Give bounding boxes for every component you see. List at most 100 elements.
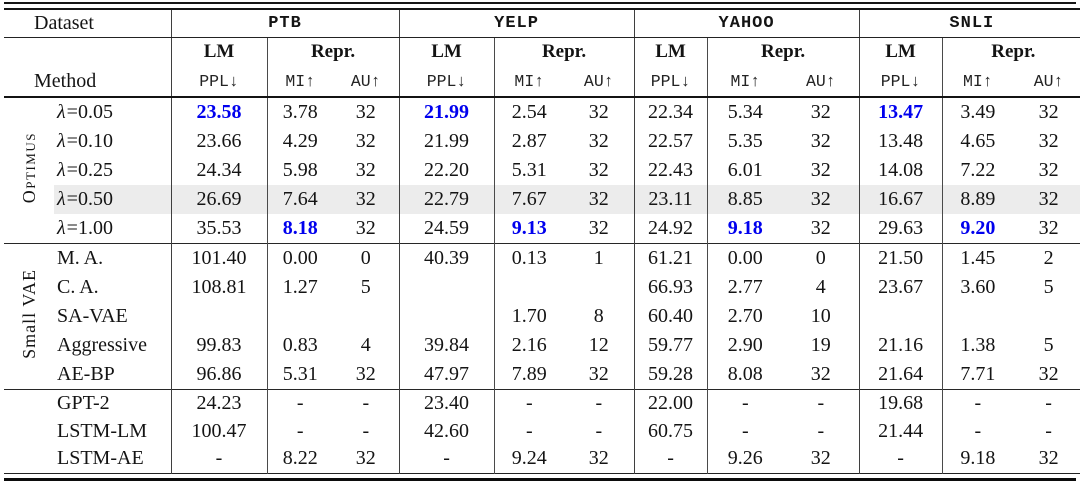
metric-cell: 0 [333,243,400,273]
metric-cell: 2.90 [706,331,784,360]
lambda-symbol: λ [57,130,66,152]
header-row-datasets: Dataset PTB YELP YAHOO SNLI [4,9,1080,38]
metric-cell: 8.85 [706,185,784,214]
dataset-name-yelp: YELP [398,9,635,38]
au-metric-header: AU↑ [333,66,400,98]
metric-cell: 23.66 [170,127,268,156]
metric-cell: 5 [360,276,371,298]
metric-cell: 19.68 [858,389,943,418]
metric-cell: 32 [1013,185,1080,214]
metric-cell: 1.38 [941,331,1014,360]
metric-cell: 32 [810,447,831,470]
method-cell: λ=0.10 [57,130,113,152]
metric-cell: 4.29 [266,127,334,156]
metric-cell: 100.47 [170,417,268,445]
metric-cell [941,302,1014,331]
metric-cell: - [493,417,565,445]
lm-header: LM [858,37,943,66]
dataset-label: Dataset [4,9,172,38]
metric-cell: - [941,417,1014,445]
metric-cell: 4 [360,334,371,356]
metric-cell [170,302,268,331]
metric-cell: 13.47 [858,97,943,127]
mi-metric-header: MI↑ [266,66,334,98]
metric-cell: 99.83 [170,331,268,360]
ppl-metric-header: PPL↓ [398,66,495,98]
metric-cell: 5.31 [493,156,565,185]
metric-cell: 9.13 [493,214,565,244]
metric-cell: 60.75 [633,417,708,445]
metric-cell: - [362,419,370,442]
method-cell: LSTM-AE [57,447,144,470]
metric-cell [398,302,495,331]
metric-cell: 32 [588,101,609,123]
ppl-metric-header: PPL↓ [858,66,943,98]
metric-cell: 14.08 [858,156,943,185]
metric-cell: 23.58 [170,97,268,127]
metric-cell: 9.18 [706,214,784,244]
mi-metric-header: MI↑ [941,66,1014,98]
repr-header: Repr. [493,37,635,66]
metric-cell: 3.78 [266,97,334,127]
mi-metric-header: MI↑ [706,66,784,98]
metric-cell: 26.69 [170,185,268,214]
method-label: Method [4,37,172,98]
metric-cell: 13.48 [858,127,943,156]
metric-cell: 0.00 [266,243,334,273]
group-label-optimus: Optimus [4,97,54,244]
metric-cell: 1.45 [941,243,1014,273]
rotated-group-label: Small VAE [19,268,39,359]
metric-cell: 9.18 [941,445,1014,473]
metric-cell: - [783,389,860,418]
metric-cell: 32 [355,130,376,152]
metric-cell: 32 [333,185,400,214]
metric-cell: 5.35 [706,127,784,156]
group-label-small-vae: Small VAE [4,243,54,390]
metric-cell: 21.99 [398,97,495,127]
table-header: Dataset PTB YELP YAHOO SNLI Method LM Repr. LM Re… [4,9,1080,98]
metric-cell: 21.99 [398,127,495,156]
metric-cell: 24.92 [633,214,708,244]
metric-cell: 32 [355,363,376,385]
table-row: Optimus λ=0.05 23.58 3.78 32 21.99 2.54 32 22.34… [4,97,1080,203]
metric-cell: 22.43 [633,156,708,185]
repr-header: Repr. [706,37,860,66]
method-cell: SA-VAE [57,305,128,327]
metric-cell: - [633,445,708,473]
metric-cell: 47.97 [398,360,495,390]
table-row: GPT-2 24.23- -23.40- -22.00- -19.68- - [4,389,1080,473]
metric-cell: 19 [810,334,831,356]
metric-cell: 22.00 [633,389,708,418]
metric-cell: 21.16 [858,331,943,360]
metric-cell: 22.34 [633,97,708,127]
dataset-name-yahoo: YAHOO [633,9,860,38]
metric-cell: 4.65 [941,127,1014,156]
metric-cell: - [706,389,784,418]
results-table: Dataset PTB YELP YAHOO SNLI Method LM Repr. LM Re… [4,8,1080,474]
metric-cell: 3.60 [941,273,1014,302]
metric-cell: 32 [564,185,635,214]
ppl-metric-header: PPL↓ [170,66,268,98]
lambda-symbol: λ [57,217,66,239]
metric-cell [266,302,334,331]
metric-cell: 24.23 [170,389,268,418]
dataset-name-snli: SNLI [858,9,1080,38]
method-cell: λ=0.50 [54,185,172,214]
method-cell: λ=0.05 [57,101,113,123]
metric-cell: 8.89 [941,185,1014,214]
metric-cell: - [817,419,825,442]
metric-cell: 21.50 [858,243,943,273]
metric-cell: 8.22 [266,445,334,473]
metric-cell: 0.13 [493,243,565,273]
metric-cell: 5.98 [266,156,334,185]
repr-header: Repr. [941,37,1080,66]
metric-cell: 5.34 [706,97,784,127]
method-cell: GPT-2 [54,389,172,418]
lambda-symbol: λ [57,159,66,181]
metric-cell: 39.84 [398,331,495,360]
group-label-baselines [4,389,54,473]
table-row: Aggressive 99.83 0.83 4 39.84 2.16 12 59.77 2.90… [4,331,1080,360]
table-row: λ=0.50 26.69 7.64 32 22.79 7.67 32 23.11 8.85 32 1… [4,185,1080,214]
metric-cell: 35.53 [170,214,268,244]
metric-cell: 66.93 [633,273,708,302]
